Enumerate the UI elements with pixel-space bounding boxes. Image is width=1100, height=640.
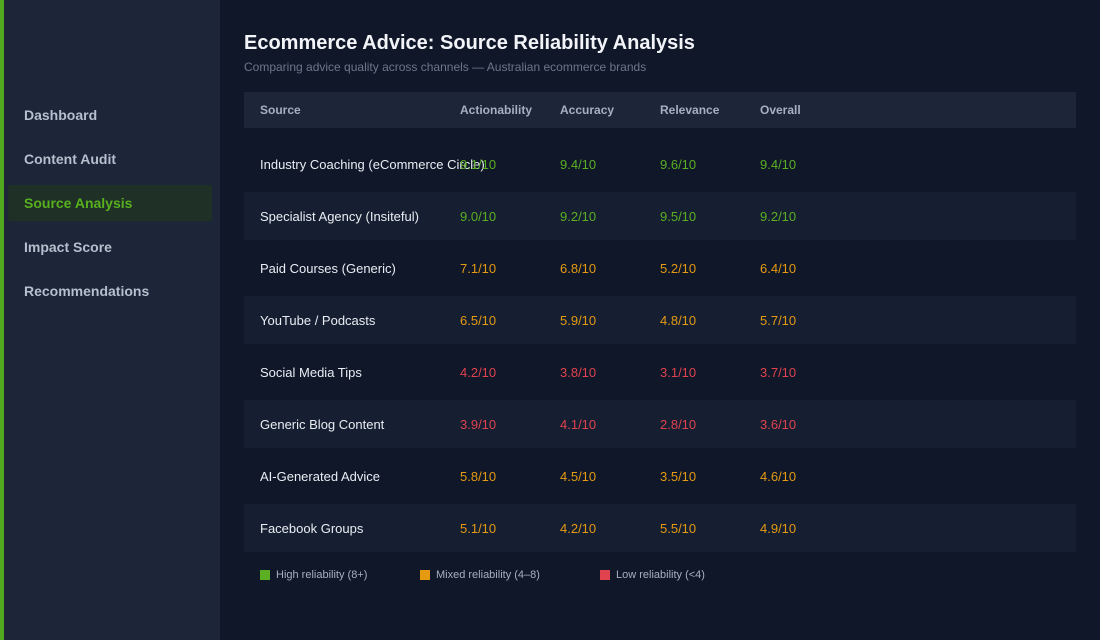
source-cell: YouTube / Podcasts	[260, 312, 376, 328]
sidebar-item-content-audit[interactable]: Content Audit	[24, 151, 117, 167]
relevance-cell: 3.5/10	[660, 468, 697, 484]
sidebar-item-dashboard[interactable]: Dashboard	[24, 107, 98, 123]
mixed-reliability-swatch	[420, 570, 430, 580]
relevance-cell: 5.5/10	[660, 520, 697, 536]
legend-label: High reliability (8+)	[276, 569, 368, 581]
actionability-cell: 9.0/10	[460, 208, 497, 224]
actionability-cell: 9.1/10	[460, 156, 497, 172]
actionability-cell: 6.5/10	[460, 312, 497, 328]
source-cell: Specialist Agency (Insiteful)	[260, 208, 419, 224]
overall-cell: 4.6/10	[760, 468, 797, 484]
table-body: Industry Coaching (eCommerce Circle) 9.1…	[244, 140, 1076, 552]
accent-bar	[0, 0, 4, 640]
table-row: Generic Blog Content 3.9/10 4.1/10 2.8/1…	[244, 400, 1076, 448]
legend-label: Low reliability (<4)	[616, 569, 705, 581]
table-row: Industry Coaching (eCommerce Circle) 9.1…	[244, 140, 1076, 188]
source-cell: Facebook Groups	[260, 520, 364, 536]
accuracy-cell: 4.1/10	[560, 416, 597, 432]
accuracy-cell: 5.9/10	[560, 312, 597, 328]
column-header-overall: Overall	[760, 103, 801, 117]
overall-cell: 4.9/10	[760, 520, 797, 536]
table-row: Social Media Tips 4.2/10 3.8/10 3.1/10 3…	[244, 348, 1076, 396]
table-header: Source Actionability Accuracy Relevance …	[244, 92, 1076, 128]
column-header-actionability: Actionability	[460, 103, 533, 117]
table-row: Specialist Agency (Insiteful) 9.0/10 9.2…	[244, 192, 1076, 240]
source-cell: AI-Generated Advice	[260, 468, 380, 484]
legend-item-low: Low reliability (<4)	[600, 569, 705, 581]
overall-cell: 9.4/10	[760, 156, 797, 172]
accuracy-cell: 4.2/10	[560, 520, 597, 536]
source-cell: Paid Courses (Generic)	[260, 260, 396, 276]
accuracy-cell: 9.2/10	[560, 208, 597, 224]
overall-cell: 3.7/10	[760, 364, 797, 380]
legend-label: Mixed reliability (4–8)	[436, 569, 540, 581]
legend-item-mixed: Mixed reliability (4–8)	[420, 569, 600, 581]
overall-cell: 9.2/10	[760, 208, 797, 224]
column-header-relevance: Relevance	[660, 103, 720, 117]
source-cell: Generic Blog Content	[260, 416, 385, 432]
page-subtitle: Comparing advice quality across channels…	[244, 60, 647, 74]
accuracy-cell: 3.8/10	[560, 364, 597, 380]
table-row: Facebook Groups 5.1/10 4.2/10 5.5/10 4.9…	[244, 504, 1076, 552]
actionability-cell: 5.8/10	[460, 468, 497, 484]
legend: High reliability (8+) Mixed reliability …	[260, 569, 705, 581]
table-row: YouTube / Podcasts 6.5/10 5.9/10 4.8/10 …	[244, 296, 1076, 344]
sidebar-item-source-analysis[interactable]: Source Analysis	[8, 185, 212, 221]
relevance-cell: 9.6/10	[660, 156, 697, 172]
column-header-accuracy: Accuracy	[560, 103, 615, 117]
high-reliability-swatch	[260, 570, 270, 580]
relevance-cell: 9.5/10	[660, 208, 697, 224]
accuracy-cell: 9.4/10	[560, 156, 597, 172]
accuracy-cell: 6.8/10	[560, 260, 597, 276]
relevance-cell: 3.1/10	[660, 364, 697, 380]
relevance-cell: 2.8/10	[660, 416, 697, 432]
reliability-table: Source Actionability Accuracy Relevance …	[244, 92, 1076, 556]
sidebar-item-recommendations[interactable]: Recommendations	[24, 283, 150, 299]
sidebar-item-impact-score[interactable]: Impact Score	[24, 239, 112, 255]
source-cell: Social Media Tips	[260, 364, 362, 380]
accuracy-cell: 4.5/10	[560, 468, 597, 484]
actionability-cell: 5.1/10	[460, 520, 497, 536]
table-row: Paid Courses (Generic) 7.1/10 6.8/10 5.2…	[244, 244, 1076, 292]
sidebar-nav: Dashboard Content Audit Source Analysis …	[8, 97, 212, 317]
page-title: Ecommerce Advice: Source Reliability Ana…	[244, 32, 695, 54]
relevance-cell: 5.2/10	[660, 260, 697, 276]
sidebar: Dashboard Content Audit Source Analysis …	[4, 0, 220, 640]
table-row: AI-Generated Advice 5.8/10 4.5/10 3.5/10…	[244, 452, 1076, 500]
overall-cell: 6.4/10	[760, 260, 797, 276]
legend-item-high: High reliability (8+)	[260, 569, 420, 581]
actionability-cell: 7.1/10	[460, 260, 497, 276]
column-header-source: Source	[260, 103, 301, 117]
actionability-cell: 4.2/10	[460, 364, 497, 380]
overall-cell: 3.6/10	[760, 416, 797, 432]
low-reliability-swatch	[600, 570, 610, 580]
actionability-cell: 3.9/10	[460, 416, 497, 432]
relevance-cell: 4.8/10	[660, 312, 697, 328]
overall-cell: 5.7/10	[760, 312, 797, 328]
source-cell: Industry Coaching (eCommerce Circle)	[260, 156, 485, 172]
